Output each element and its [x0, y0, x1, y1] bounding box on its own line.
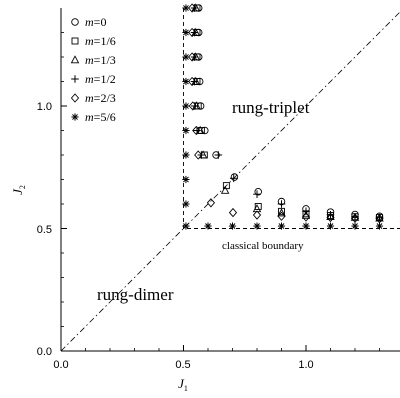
point-asterisk-16 — [351, 222, 359, 230]
legend-label-2: m=1/3 — [85, 53, 116, 67]
point-plus-8 — [229, 174, 238, 183]
legend-marker-4 — [70, 93, 80, 103]
point-triangle-9 — [277, 208, 286, 217]
legend-entry-1: m=1/6 — [71, 34, 116, 48]
legend-entry-2: m=1/3 — [70, 53, 116, 67]
point-asterisk-5 — [182, 126, 190, 135]
point-asterisk-7 — [182, 175, 190, 184]
point-asterisk-11 — [228, 222, 237, 230]
point-plus-12 — [326, 210, 335, 219]
point-plus-9 — [253, 190, 261, 198]
point-diamond-0 — [187, 3, 197, 13]
legend-marker-0 — [71, 18, 79, 26]
legend-label-3: m=1/2 — [85, 72, 116, 86]
series-diamond — [187, 3, 400, 224]
point-asterisk-6 — [182, 151, 190, 159]
classical-boundary-label: classical boundary — [222, 240, 304, 252]
x-axis-title: J1 — [178, 376, 188, 393]
legend-label-0: m=0 — [85, 15, 106, 29]
point-asterisk-13 — [277, 222, 286, 230]
point-plus-3 — [190, 77, 199, 86]
point-asterisk-12 — [253, 222, 261, 230]
point-asterisk-10 — [204, 222, 212, 230]
legend-label-1: m=1/6 — [85, 34, 116, 48]
point-circle-7 — [230, 173, 239, 181]
classical-boundary-line — [183, 8, 400, 229]
point-diamond-6 — [194, 150, 203, 160]
point-diamond-1 — [187, 27, 197, 38]
point-asterisk-17 — [375, 222, 384, 230]
point-diamond-5 — [192, 125, 201, 136]
point-asterisk-4 — [182, 102, 190, 110]
series-asterisk — [182, 4, 384, 230]
point-triangle-11 — [326, 211, 335, 220]
y-tick-label-1: 0.5 — [37, 224, 52, 236]
legend: m=0 m=1/6 m=1/3 m=1/2 m=2/3 m=5/6 — [70, 15, 116, 124]
legend-label-5: m=5/6 — [85, 110, 116, 124]
point-plus-1 — [190, 28, 199, 37]
legend-entry-0: m=0 — [71, 15, 106, 29]
point-triangle-7 — [220, 185, 230, 194]
y-axis-title: J2 — [10, 185, 27, 195]
legend-label-4: m=2/3 — [85, 91, 116, 105]
legend-entry-3: m=1/2 — [71, 72, 116, 86]
point-asterisk-15 — [326, 222, 335, 230]
data-points — [182, 3, 400, 230]
legend-marker-5 — [71, 113, 79, 121]
point-plus-11 — [302, 207, 310, 216]
point-diamond-13 — [350, 213, 360, 223]
point-asterisk-0 — [182, 4, 190, 12]
x-tick-label-0: 0.0 — [53, 359, 68, 371]
point-diamond-7 — [206, 198, 216, 208]
point-circle-8 — [254, 187, 262, 196]
x-tick-label-2: 1.0 — [298, 359, 313, 371]
point-diamond-2 — [187, 52, 197, 62]
point-diamond-3 — [187, 76, 197, 87]
point-diamond-11 — [301, 212, 311, 222]
point-square-8 — [254, 202, 262, 210]
point-plus-10 — [277, 200, 286, 208]
legend-marker-2 — [70, 55, 80, 64]
point-diamond-10 — [277, 211, 286, 221]
point-plus-0 — [190, 4, 199, 12]
point-asterisk-1 — [182, 28, 190, 37]
point-diamond-9 — [252, 210, 262, 220]
legend-entry-5: m=5/6 — [71, 110, 116, 124]
region-label-triplet: rung-triplet — [232, 98, 310, 117]
x-tick-label-1: 0.5 — [175, 359, 190, 371]
point-asterisk-8 — [182, 200, 190, 208]
y-tick-label-0: 0.0 — [37, 346, 52, 358]
region-label-dimer: rung-dimer — [97, 285, 174, 304]
point-asterisk-14 — [302, 222, 310, 230]
point-plus-7 — [214, 151, 223, 159]
y-tick-label-2: 1.0 — [37, 101, 52, 113]
legend-entry-4: m=2/3 — [70, 91, 116, 105]
legend-marker-3 — [71, 75, 79, 83]
point-asterisk-2 — [182, 53, 190, 61]
point-asterisk-9 — [182, 222, 190, 230]
tick-marks — [60, 32, 380, 352]
point-diamond-8 — [228, 207, 238, 218]
legend-marker-1 — [71, 37, 79, 45]
point-plus-4 — [190, 102, 199, 110]
point-plus-2 — [190, 53, 199, 61]
point-diamond-12 — [326, 212, 335, 223]
point-diamond-4 — [188, 101, 197, 111]
point-asterisk-3 — [182, 77, 190, 86]
